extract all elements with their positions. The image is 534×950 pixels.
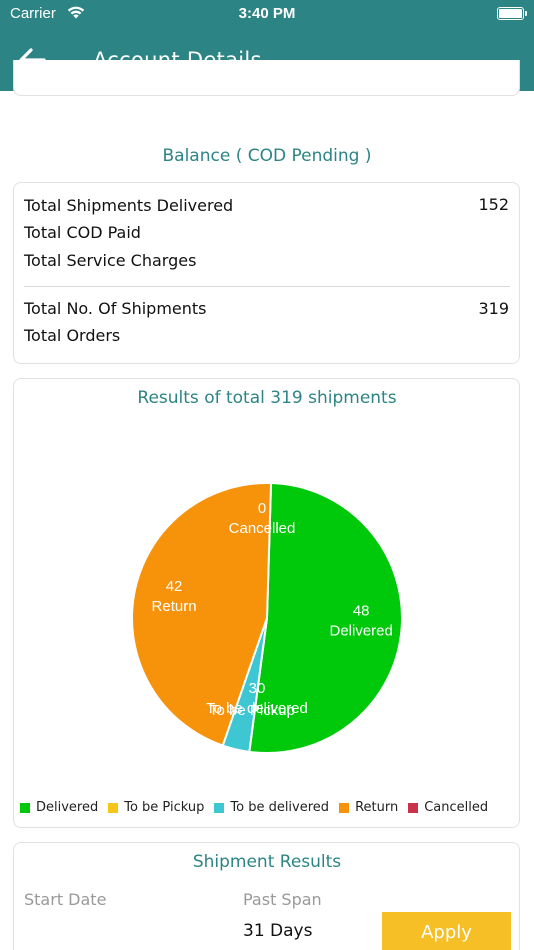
data-label-value-cancelled: 0 (258, 500, 266, 517)
pie-slice-delivered[interactable] (248, 482, 403, 754)
total-shipments-delivered-label: Total Shipments Delivered (24, 196, 234, 215)
data-label-value-return: 42 (166, 578, 183, 595)
data-label-value-delivered: 48 (353, 603, 370, 620)
divider (24, 286, 510, 287)
past-span-label: Past Span (243, 890, 322, 909)
data-label-name-cancelled: Cancelled (229, 520, 296, 537)
results-title: Results of total 319 shipments (137, 388, 397, 408)
balance-card (13, 182, 520, 364)
past-span-select[interactable]: 31 Days (243, 921, 313, 941)
status-bar: Carrier 3:40 PM (0, 0, 534, 28)
pie-slice-return[interactable] (131, 482, 273, 747)
legend-label: Return (355, 800, 399, 815)
total-service-charges-label: Total Service Charges (24, 251, 197, 270)
data-label-name-return: Return (152, 598, 197, 615)
legend-label: Delivered (36, 800, 99, 815)
total-cod-paid-label: Total COD Paid (24, 223, 141, 242)
previous-card (13, 60, 520, 96)
clock: 3:40 PM (238, 5, 296, 22)
data-label-name-to-be-delivered: To be delivered (206, 700, 308, 717)
data-label-value-to-be-delivered: 30 (249, 680, 266, 697)
legend-item-cancelled[interactable]: Cancelled (408, 800, 488, 815)
legend-item-return[interactable]: Return (339, 800, 398, 815)
legend-swatch (214, 802, 225, 813)
legend-swatch (339, 802, 350, 813)
legend-item-delivered[interactable]: Delivered (20, 800, 98, 815)
wifi-icon (67, 6, 85, 19)
legend-label: To be delivered (230, 800, 330, 815)
legend-item-to-be-pickup[interactable]: To be Pickup (108, 800, 204, 815)
data-label-name-to-be-pickup: To be Pickup (209, 702, 295, 719)
start-date-label[interactable]: Start Date (24, 890, 107, 909)
pie-chart: 0 Cancelled 48 Delivered 42 Return 30 To be del… (131, 482, 403, 754)
battery-icon (497, 7, 527, 20)
carrier-label: Carrier (10, 5, 56, 22)
total-orders-label: Total Orders (24, 326, 121, 345)
chart-legend: Delivered To be Pickup To be delivered R… (20, 800, 498, 815)
legend-swatch (108, 802, 119, 813)
balance-title: Balance ( COD Pending ) (162, 146, 372, 166)
data-label-name-delivered: Delivered (330, 623, 393, 640)
total-shipments-delivered-value: 152 (478, 195, 509, 214)
legend-swatch (408, 802, 419, 813)
legend-swatch (20, 802, 30, 813)
total-shipments-value: 319 (478, 299, 509, 318)
total-shipments-label: Total No. Of Shipments (24, 299, 207, 318)
apply-button-label: Apply (421, 921, 472, 943)
legend-label: Cancelled (424, 800, 489, 815)
apply-button[interactable]: Apply (382, 912, 511, 950)
shipment-results-title: Shipment Results (192, 852, 342, 872)
legend-item-to-be-delivered[interactable]: To be delivered (214, 800, 329, 815)
legend-label: To be Pickup (124, 800, 205, 815)
